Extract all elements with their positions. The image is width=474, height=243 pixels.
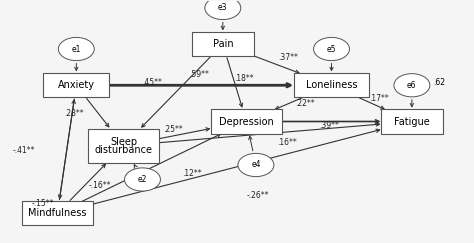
Ellipse shape [314,37,349,61]
Text: .12**: .12** [182,169,202,178]
FancyBboxPatch shape [294,73,369,97]
Text: Loneliness: Loneliness [306,80,357,90]
Text: -.16**: -.16** [89,181,111,190]
Text: e3: e3 [218,3,228,12]
Text: .59**: .59** [189,70,209,79]
Ellipse shape [125,168,160,191]
Text: e5: e5 [327,44,336,53]
Ellipse shape [205,0,241,19]
Text: -.15**: -.15** [32,199,55,208]
Text: e4: e4 [251,160,261,169]
Text: .16**: .16** [277,138,297,147]
Text: Depression: Depression [219,116,274,127]
FancyBboxPatch shape [192,32,254,56]
FancyBboxPatch shape [88,129,159,163]
Text: Anxiety: Anxiety [58,80,95,90]
Text: e2: e2 [138,175,147,184]
Text: Pain: Pain [212,39,233,49]
Text: .45**: .45** [142,78,162,87]
FancyBboxPatch shape [22,201,93,226]
Ellipse shape [238,153,274,177]
Text: .62: .62 [434,78,446,87]
FancyBboxPatch shape [43,73,109,97]
Text: .18**: .18** [234,74,254,83]
Ellipse shape [58,37,94,61]
Text: .37**: .37** [278,53,298,62]
Text: .28**: .28** [64,109,84,118]
Text: e1: e1 [72,44,81,53]
FancyBboxPatch shape [381,109,443,134]
Text: Fatigue: Fatigue [394,116,430,127]
Text: -.41**: -.41** [13,146,36,155]
FancyBboxPatch shape [211,109,282,134]
Text: disturbance: disturbance [95,145,153,155]
Text: .22**: .22** [295,99,315,108]
Text: .25**: .25** [164,125,183,134]
Text: -.26**: -.26** [247,191,270,200]
Text: .17**: .17** [369,94,389,103]
Ellipse shape [394,74,430,97]
Text: Sleep: Sleep [110,137,137,147]
Text: e6: e6 [407,81,417,90]
Text: .39**: .39** [319,121,339,130]
Text: Mindfulness: Mindfulness [28,208,87,218]
